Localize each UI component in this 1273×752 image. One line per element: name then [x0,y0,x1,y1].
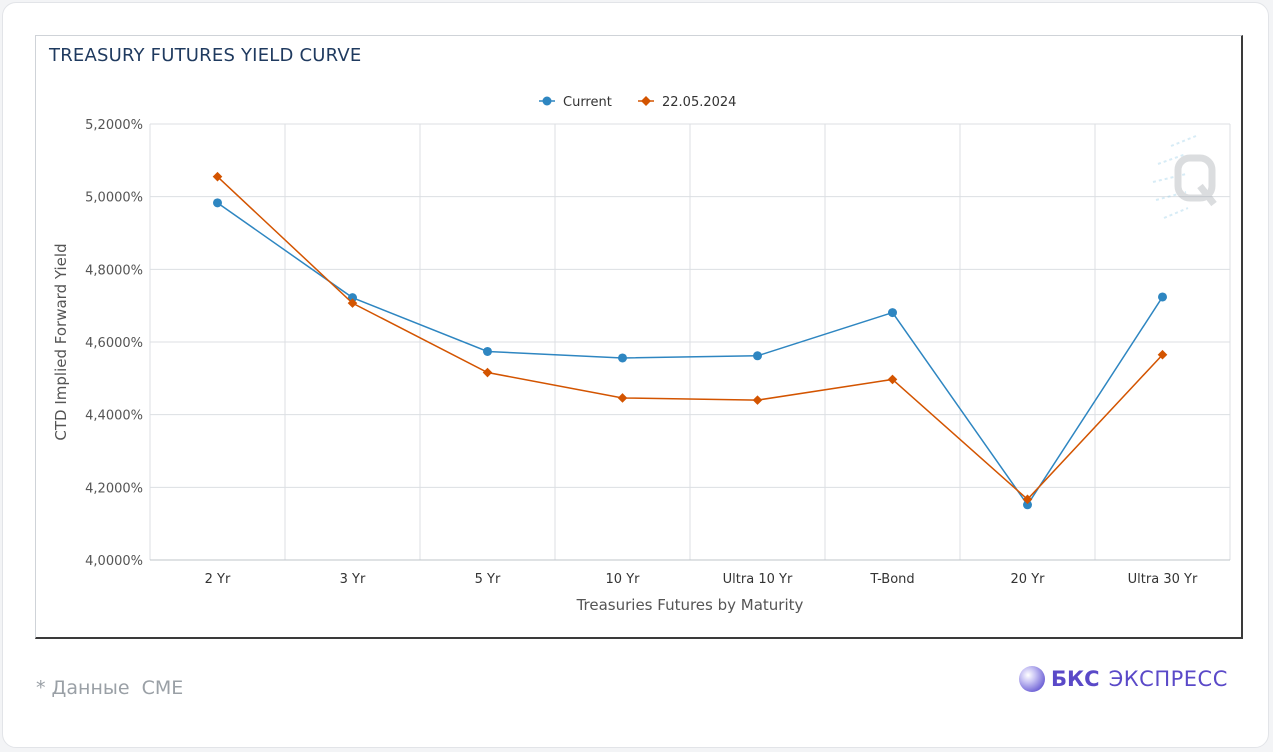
brand-orb-icon [1019,666,1045,692]
y-tick-label: 4,0000% [85,554,143,569]
series-line-current [217,202,1164,507]
brand-name-bold: БКС [1051,667,1100,691]
x-tick-label: 5 Yr [475,572,501,587]
data-point-current [213,198,222,208]
series-line-prior [216,176,1164,501]
legend-label: 22.05.2024 [662,95,736,110]
footnote-source: * Данные CME [36,677,184,699]
legend-label: Current [563,95,612,110]
legend-marker-current [542,96,552,106]
brand-name-light: ЭКСПРЕСС [1108,667,1228,691]
x-tick-label: T-Bond [869,572,914,587]
x-axis-title: Treasuries Futures by Maturity [576,596,804,614]
y-tick-label: 4,8000% [85,263,143,278]
data-point-current [888,308,897,318]
data-point-prior [482,367,493,378]
y-tick-label: 4,6000% [85,336,143,351]
data-point-prior [212,171,223,182]
data-point-prior [887,374,898,385]
x-tick-label: Ultra 30 Yr [1128,572,1198,587]
x-tick-label: 10 Yr [606,572,641,587]
data-point-current [348,293,357,303]
y-tick-label: 5,2000% [85,118,143,133]
data-point-current [1023,500,1032,510]
data-point-current [618,353,627,363]
x-tick-label: Ultra 10 Yr [723,572,793,587]
q-logo-icon [1152,135,1217,219]
brand-logo: БКС ЭКСПРЕСС [1019,663,1228,695]
chart-title: TREASURY FUTURES YIELD CURVE [49,45,362,66]
y-tick-label: 4,4000% [85,409,143,424]
data-point-prior [752,395,763,405]
data-point-current [753,351,762,361]
x-tick-label: 3 Yr [340,572,366,587]
chart-frame: TREASURY FUTURES YIELD CURVE 4,0000% 4,20… [35,35,1243,639]
y-axis-title: CTD Implied Forward Yield [52,243,70,440]
data-point-prior [1157,349,1168,360]
data-point-prior [617,393,628,403]
data-point-prior [347,298,358,308]
chart-svg: 4,0000% 4,2000% 4,4000% 4,6000% 4,8000% 5,000… [52,95,1231,614]
data-point-current [483,346,492,356]
x-tick-label: 20 Yr [1011,572,1046,587]
legend-marker-prior [641,96,651,106]
y-tick-label: 4,2000% [85,481,143,496]
data-point-current [1158,292,1167,302]
y-tick-label: 5,0000% [85,191,143,206]
x-tick-label: 2 Yr [205,572,231,587]
